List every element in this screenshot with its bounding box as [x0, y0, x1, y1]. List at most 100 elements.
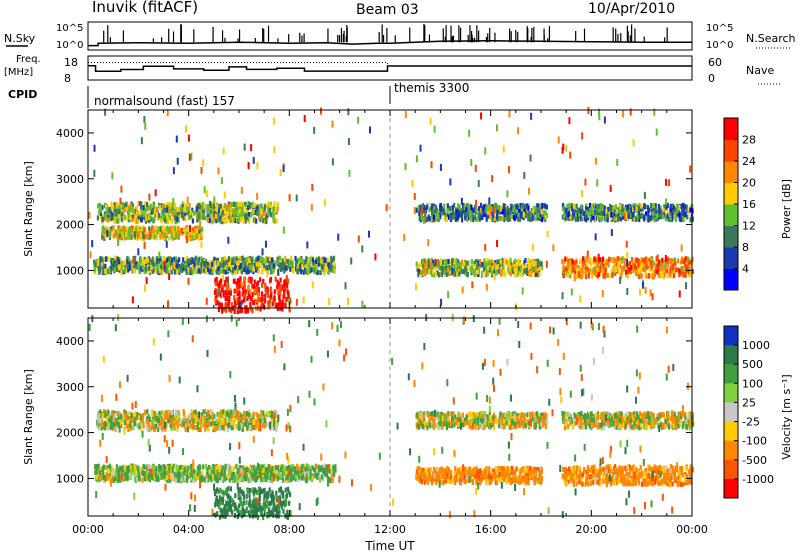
scatter-cell — [133, 226, 136, 232]
scatter-cell — [557, 136, 560, 144]
scatter-cell — [665, 198, 668, 206]
scatter-cell — [561, 292, 564, 300]
scatter-cell — [415, 207, 418, 213]
scatter-cell — [102, 263, 105, 269]
scatter-cell — [646, 258, 649, 264]
scatter-cell — [181, 262, 184, 268]
scatter-cell — [158, 268, 161, 274]
scatter-cell — [461, 211, 464, 217]
scatter-cell — [332, 464, 335, 470]
freq-unit-label: [MHz] — [4, 67, 33, 78]
scatter-cell — [506, 206, 509, 212]
scatter-cell — [324, 265, 327, 271]
scatter-cell — [112, 215, 115, 221]
scatter-cell — [470, 158, 473, 166]
scatter-cell — [464, 265, 467, 271]
scatter-cell — [530, 264, 533, 270]
scatter-cell — [474, 164, 477, 172]
scatter-cell — [530, 216, 533, 222]
scatter-cell — [669, 267, 672, 273]
scatter-cell — [156, 258, 159, 264]
scatter-cell — [569, 213, 572, 219]
scatter-cell — [190, 475, 193, 481]
scatter-cell — [137, 218, 140, 224]
scatter-cell — [610, 212, 613, 218]
scatter-cell — [313, 267, 316, 273]
scatter-cell — [673, 210, 676, 216]
scatter-cell — [685, 282, 688, 290]
scatter-cell — [622, 110, 625, 118]
scatter-cell — [260, 208, 264, 214]
scatter-cell — [202, 202, 205, 208]
scatter-cell — [562, 206, 565, 212]
scatter-cell — [157, 476, 160, 482]
scatter-cell — [543, 209, 546, 215]
scatter-cell — [495, 270, 498, 276]
scatter-cell — [172, 167, 175, 175]
scatter-cell — [633, 263, 636, 269]
scatter-cell — [136, 225, 140, 231]
scatter-cell — [599, 217, 603, 223]
scatter-cell — [184, 207, 187, 213]
scatter-cell — [423, 258, 426, 264]
scatter-cell — [518, 202, 521, 208]
scatter-cell — [305, 472, 308, 478]
scatter-cell — [263, 206, 266, 212]
scatter-cell — [123, 235, 126, 241]
colorbar-segment — [724, 247, 738, 269]
scatter-cell — [191, 218, 195, 224]
scatter-cell — [634, 265, 638, 271]
scatter-cell — [196, 269, 199, 275]
scatter-cell — [528, 187, 531, 195]
scatter-cell — [418, 211, 421, 217]
scatter-cell — [238, 290, 241, 296]
scatter-cell — [120, 269, 123, 275]
scatter-cell — [326, 257, 329, 263]
scatter-cell — [110, 260, 113, 266]
scatter-cell — [248, 261, 251, 267]
scatter-cell — [527, 215, 530, 221]
scatter-cell — [565, 265, 568, 271]
scatter-cell — [113, 266, 116, 272]
scatter-cell — [636, 214, 639, 220]
scatter-cell — [146, 257, 150, 263]
scatter-cell — [492, 213, 495, 219]
scatter-cell — [190, 257, 193, 263]
scatter-cell — [486, 213, 490, 219]
scatter-cell — [216, 300, 219, 306]
scatter-cell — [659, 272, 663, 278]
scatter-cell — [216, 212, 219, 218]
scatter-cell — [232, 216, 236, 222]
scatter-cell — [443, 215, 446, 221]
scatter-cell — [524, 268, 527, 274]
scatter-cell — [532, 267, 535, 273]
scatter-cell — [509, 271, 513, 277]
scatter-cell — [301, 264, 304, 270]
scatter-cell — [208, 473, 211, 479]
scatter-cell — [584, 206, 588, 212]
scatter-cell — [125, 201, 128, 207]
scatter-cell — [98, 259, 101, 265]
scatter-cell — [501, 257, 504, 263]
scatter-cell — [257, 268, 260, 274]
scatter-cell — [221, 216, 224, 222]
scatter-cell — [167, 219, 170, 225]
scatter-cell — [109, 265, 112, 271]
scatter-cell — [648, 258, 651, 264]
scatter-cell — [523, 268, 526, 274]
scatter-cell — [123, 267, 127, 273]
scatter-cell — [596, 209, 600, 215]
scatter-cell — [297, 474, 301, 480]
scatter-cell — [157, 226, 160, 232]
scatter-cell — [572, 267, 575, 273]
scatter-cell — [475, 199, 478, 207]
scatter-cell — [252, 300, 255, 306]
scatter-cell — [597, 253, 600, 261]
scatter-cell — [638, 273, 641, 279]
scatter-cell — [221, 465, 224, 471]
scatter-cell — [187, 277, 190, 285]
scatter-cell — [484, 243, 487, 251]
scatter-cell — [564, 213, 567, 219]
scatter-cell — [433, 265, 436, 271]
scatter-cell — [235, 209, 238, 215]
